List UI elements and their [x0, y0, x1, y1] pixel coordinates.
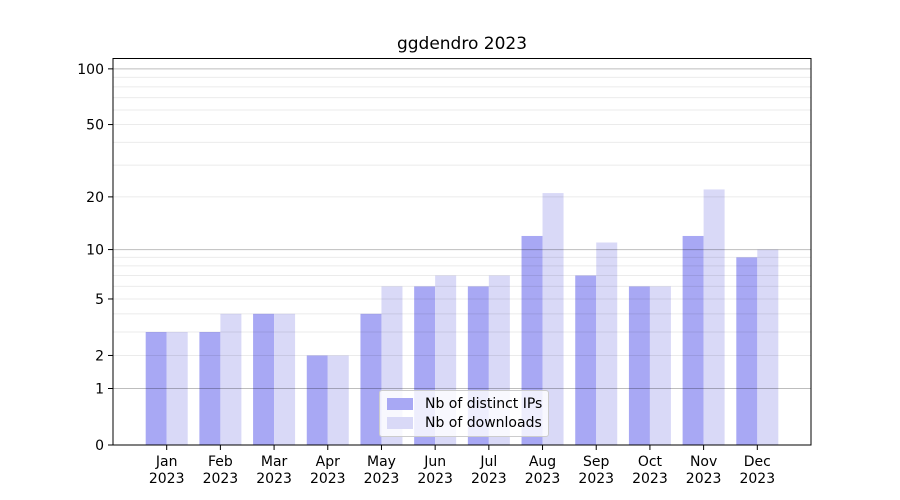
y-tick-label: 1 [95, 382, 104, 398]
bar-downloads-dec [757, 249, 779, 445]
bar-distinct-ips-nov [682, 235, 704, 445]
legend-label-distinct-ips: Nb of distinct IPs [425, 396, 543, 412]
x-tick-label-year: 2023 [417, 471, 453, 487]
x-tick-label-month: Jan [155, 454, 178, 470]
x-tick-label-year: 2023 [256, 471, 292, 487]
x-tick-label-year: 2023 [525, 471, 561, 487]
x-tick-label-month: Jun [423, 454, 446, 470]
x-tick-label-year: 2023 [578, 471, 614, 487]
x-tick-label-year: 2023 [310, 471, 346, 487]
legend-label-downloads: Nb of downloads [425, 415, 542, 431]
legend-swatch-downloads [387, 417, 413, 429]
x-tick-label-month: Mar [261, 454, 288, 470]
bar-downloads-nov [703, 189, 725, 445]
x-tick-label-month: Feb [208, 454, 233, 470]
y-tick-label: 20 [86, 190, 104, 206]
legend-item-distinct-ips: Nb of distinct IPs [387, 396, 542, 412]
bar-downloads-mar [274, 313, 296, 445]
y-tick-label: 50 [86, 118, 104, 134]
bar-distinct-ips-apr [306, 355, 328, 445]
x-tick-label-year: 2023 [364, 471, 400, 487]
x-tick-label-year: 2023 [686, 471, 722, 487]
x-tick-label-month: Apr [316, 454, 340, 470]
x-tick-label-month: Oct [638, 454, 663, 470]
legend-swatch-distinct-ips [387, 398, 413, 410]
bar-distinct-ips-feb [199, 332, 221, 445]
bar-distinct-ips-jan [145, 332, 167, 445]
x-tick-label-year: 2023 [632, 471, 668, 487]
legend: Nb of distinct IPs Nb of downloads [379, 390, 549, 437]
bar-downloads-oct [649, 286, 671, 445]
bar-distinct-ips-may [360, 313, 382, 445]
chart-title: ggdendro 2023 [396, 34, 528, 54]
x-tick-label-year: 2023 [149, 471, 185, 487]
legend-item-downloads: Nb of downloads [387, 415, 542, 431]
y-tick-label: 0 [95, 438, 104, 454]
y-tick-label: 5 [95, 292, 104, 308]
bar-distinct-ips-mar [253, 313, 275, 445]
bar-downloads-jan [166, 332, 188, 445]
bar-distinct-ips-sep [575, 275, 597, 445]
x-tick-label-month: Nov [690, 454, 717, 470]
bar-distinct-ips-oct [628, 286, 650, 445]
bar-distinct-ips-dec [736, 257, 758, 445]
y-tick-label: 100 [77, 62, 104, 78]
y-tick-label: 2 [95, 348, 104, 364]
x-tick-label-year: 2023 [739, 471, 775, 487]
x-tick-label-month: May [367, 454, 396, 470]
x-tick-label-month: Jul [479, 454, 497, 470]
bar-downloads-feb [220, 313, 242, 445]
x-tick-label-year: 2023 [203, 471, 239, 487]
x-tick-label-year: 2023 [471, 471, 507, 487]
bar-downloads-apr [327, 355, 349, 445]
x-tick-label-month: Aug [529, 454, 556, 470]
y-tick-label: 10 [86, 243, 104, 259]
x-tick-label-month: Dec [744, 454, 771, 470]
bar-downloads-sep [596, 242, 618, 445]
x-tick-label-month: Sep [583, 454, 610, 470]
plot-border [112, 58, 812, 446]
bar-downloads-aug [542, 193, 564, 445]
